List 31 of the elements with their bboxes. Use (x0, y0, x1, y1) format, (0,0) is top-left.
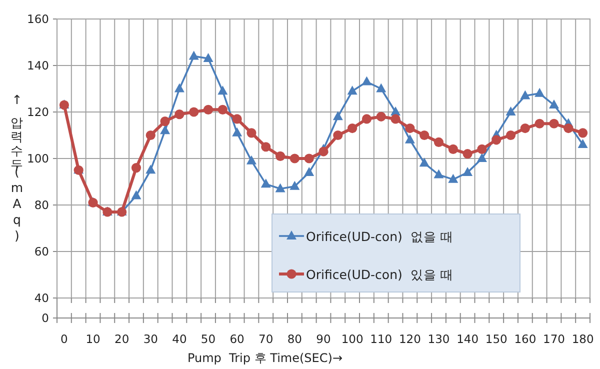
x-tick-label: 20 (114, 332, 130, 346)
x-tick-label: 170 (543, 332, 565, 346)
x-tick-label: 160 (514, 332, 536, 346)
x-tick-label: 150 (485, 332, 508, 346)
legend-label: Orifice(UD-con) 없을 때 (306, 229, 454, 244)
legend-label: Orifice(UD-con) 있을 때 (306, 267, 454, 282)
x-tick-label: 10 (86, 332, 100, 346)
y-axis-title: ↑압력수두(mAq) (10, 92, 24, 244)
x-tick-label: 50 (200, 332, 216, 346)
x-tick-label: 30 (143, 332, 158, 346)
x-tick-label: 140 (456, 332, 479, 346)
y-tick-label: 140 (27, 58, 49, 72)
y-tick-label: 100 (27, 152, 49, 166)
y-tick-label: 120 (27, 105, 49, 119)
x-tick-label: 110 (370, 332, 392, 346)
y-tick-label: 40 (34, 291, 49, 305)
y-tick-label: 80 (34, 198, 49, 212)
x-tick-label: 40 (172, 332, 187, 346)
y-tick-label: 60 (34, 244, 49, 258)
y-tick-label: 160 (27, 12, 49, 26)
x-tick-label: 90 (316, 332, 331, 346)
x-tick-label: 100 (341, 332, 364, 346)
text: 0 (42, 311, 49, 325)
x-tick-label: 80 (287, 332, 302, 346)
x-tick-label: 130 (428, 332, 450, 346)
x-tick-label: 60 (230, 332, 244, 346)
x-tick-label: 120 (398, 332, 421, 346)
x-axis-title: Pump Trip 후 Time(SEC)→ (187, 351, 343, 365)
x-tick-label: 0 (60, 332, 68, 346)
x-tick-label: 70 (258, 332, 274, 346)
x-tick-label: 180 (572, 332, 594, 346)
